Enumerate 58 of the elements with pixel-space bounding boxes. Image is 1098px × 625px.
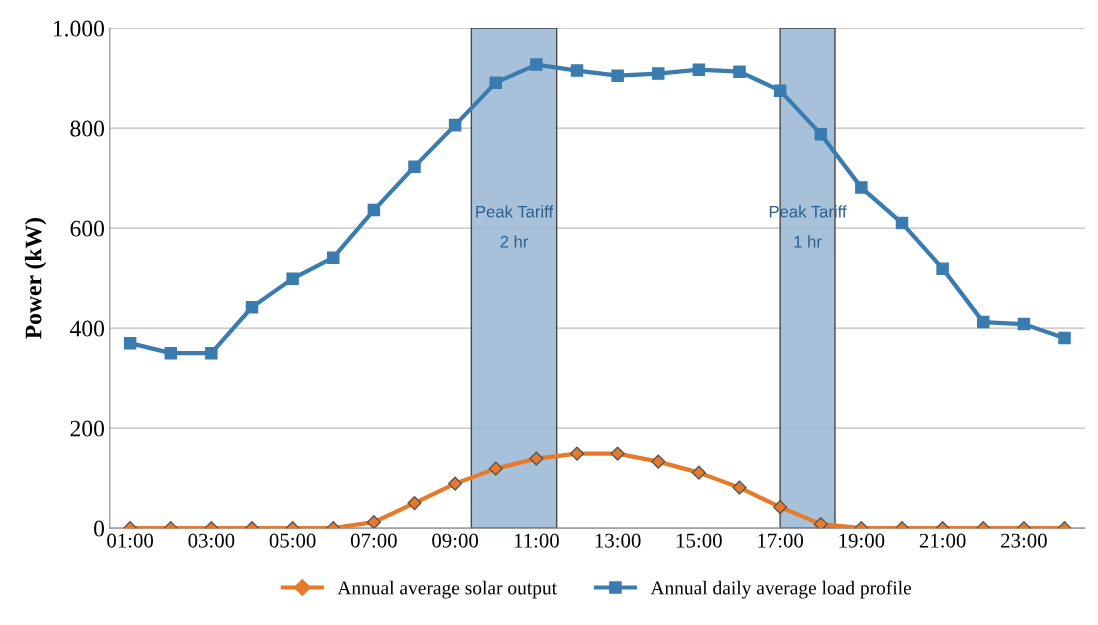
x-tick-label: 19:00 <box>839 533 885 548</box>
x-tick-label: 17:00 <box>758 533 804 548</box>
point <box>529 451 544 466</box>
y-tick-label: 200 <box>70 420 105 437</box>
point <box>611 69 624 82</box>
legend-label: Annual daily average load profile <box>650 580 912 599</box>
point <box>489 76 502 89</box>
point <box>530 58 543 71</box>
point <box>448 476 463 491</box>
x-tick-label: 01:00 <box>107 533 154 548</box>
y-tick-label: 400 <box>69 320 105 337</box>
point <box>569 446 585 461</box>
point <box>977 315 990 329</box>
point <box>814 127 828 141</box>
point <box>570 64 584 77</box>
point <box>326 251 340 264</box>
point <box>1017 317 1031 331</box>
y-tick-label: 1.000 <box>53 20 105 37</box>
point <box>123 336 137 350</box>
legend-label: Annual average solar output <box>337 580 557 599</box>
point <box>813 517 828 529</box>
point <box>610 446 625 461</box>
x-tick-label: 09:00 <box>432 533 479 548</box>
x-tick-label: 05:00 <box>269 533 316 548</box>
y-tick-label: 0 <box>94 520 105 537</box>
point <box>692 63 706 76</box>
point <box>651 454 666 469</box>
point <box>408 160 421 173</box>
y-tick-label: 800 <box>70 120 105 137</box>
x-tick-label: 11:00 <box>514 533 559 548</box>
y-tick-label: 600 <box>70 220 105 237</box>
point <box>732 480 747 495</box>
point <box>895 216 909 230</box>
point <box>448 118 462 132</box>
point <box>652 67 665 80</box>
point <box>855 181 868 194</box>
point <box>407 496 422 511</box>
x-tick-label: 21:00 <box>919 533 966 548</box>
y-axis-title: Power (kW) <box>24 218 47 339</box>
point <box>286 272 299 285</box>
point <box>691 465 706 480</box>
x-tick-label: 13:00 <box>595 533 641 548</box>
point <box>366 515 381 529</box>
point <box>205 346 218 360</box>
point <box>733 65 746 78</box>
point <box>1058 331 1071 345</box>
x-tick-label: 07:00 <box>350 533 397 548</box>
point <box>773 84 787 97</box>
point <box>245 300 259 314</box>
point <box>936 262 949 275</box>
point <box>488 461 503 476</box>
point <box>164 346 177 360</box>
band-label: Peak Tariff 2 hr <box>476 205 554 248</box>
x-tick-label: 03:00 <box>188 533 235 548</box>
x-tick-label: 23:00 <box>1001 533 1047 548</box>
point <box>773 500 788 515</box>
point <box>367 203 381 217</box>
x-tick-label: 15:00 <box>676 533 722 548</box>
